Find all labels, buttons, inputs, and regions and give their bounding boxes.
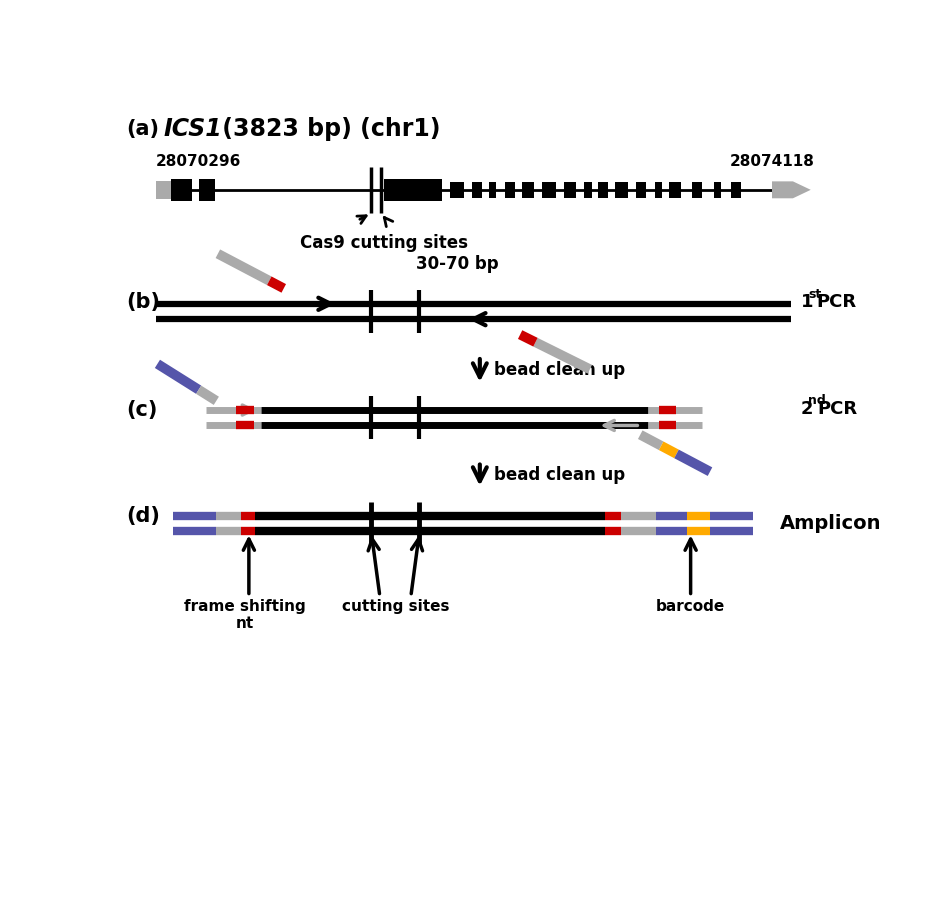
Text: PCR: PCR [817, 400, 857, 417]
Bar [583, 182, 592, 197]
Text: (d): (d) [126, 506, 160, 526]
Text: cutting sites: cutting sites [342, 600, 448, 614]
Bar [713, 182, 720, 197]
Text: ICS1: ICS1 [164, 118, 222, 142]
Bar [597, 182, 607, 197]
Bar [692, 182, 701, 197]
Text: nt: nt [236, 616, 254, 632]
Bar [505, 182, 514, 197]
Text: bead clean up: bead clean up [493, 361, 624, 379]
Bar [668, 182, 680, 197]
Bar [384, 179, 442, 201]
Text: 30-70 bp: 30-70 bp [416, 255, 498, 273]
Text: 1: 1 [800, 293, 812, 311]
Text: (b): (b) [126, 292, 160, 312]
Text: bead clean up: bead clean up [493, 466, 624, 484]
Bar [171, 179, 191, 201]
Text: frame shifting: frame shifting [184, 600, 305, 614]
Text: Cas9 cutting sites: Cas9 cutting sites [300, 235, 467, 252]
Bar [472, 182, 482, 197]
Text: 28070296: 28070296 [155, 154, 241, 169]
Text: 2: 2 [800, 400, 812, 417]
Bar [521, 182, 534, 197]
Bar [450, 182, 464, 197]
Bar [730, 182, 740, 197]
Bar [636, 182, 646, 197]
Polygon shape [771, 181, 810, 198]
Bar [614, 182, 627, 197]
Text: (a): (a) [126, 119, 159, 139]
Bar [155, 181, 171, 199]
Bar [489, 182, 495, 197]
Text: st: st [808, 288, 821, 301]
Text: (c): (c) [126, 400, 157, 420]
Bar [199, 179, 214, 201]
Text: (3823 bp) (chr1): (3823 bp) (chr1) [213, 118, 440, 142]
Text: nd: nd [808, 394, 826, 407]
Text: barcode: barcode [655, 600, 724, 614]
Text: 28074118: 28074118 [729, 154, 813, 169]
Bar [654, 182, 661, 197]
Text: Amplicon: Amplicon [779, 514, 881, 532]
Bar [541, 182, 555, 197]
Bar [563, 182, 576, 197]
Text: PCR: PCR [815, 293, 856, 311]
